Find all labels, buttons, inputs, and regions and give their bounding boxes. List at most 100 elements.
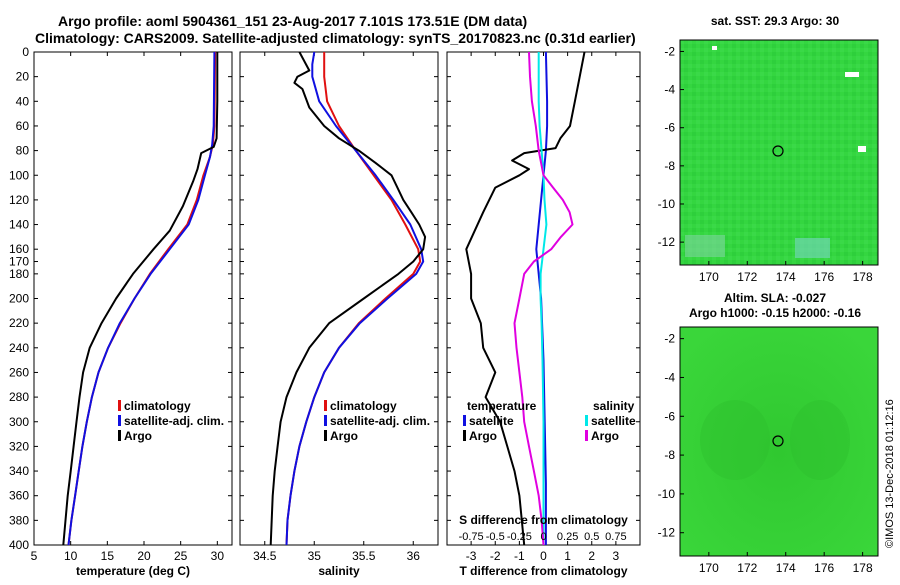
legend-label: climatology bbox=[124, 399, 191, 413]
sst-map-lon-tick-label: 172 bbox=[737, 270, 757, 284]
legend-swatch bbox=[118, 415, 121, 426]
legend-label: Argo bbox=[591, 429, 619, 443]
salinity-diff-tick-label: -0.5 bbox=[486, 531, 505, 543]
temperature-series-satellite-adj-clim- bbox=[67, 51, 216, 546]
temperature-x-tick-label: 5 bbox=[31, 549, 38, 563]
temperature-series-argo bbox=[62, 52, 219, 546]
salinity-plot-frame bbox=[239, 51, 439, 546]
depth-tick-label: 340 bbox=[9, 464, 29, 478]
depth-tick-label: 280 bbox=[9, 390, 29, 404]
differences-series-salinity-argo bbox=[513, 51, 574, 546]
temperature-x-axis-label: temperature (deg C) bbox=[76, 564, 190, 578]
depth-tick-label: 260 bbox=[9, 365, 29, 379]
salinity-diff-axis-label: S difference from climatology bbox=[459, 513, 628, 527]
sla-map-frame bbox=[679, 326, 879, 557]
legend-label: satellite bbox=[469, 414, 514, 428]
sst-missing-pixel bbox=[845, 72, 859, 77]
sla-map-lon-tick-label: 172 bbox=[737, 561, 757, 575]
legend-label: satellite-adj. clim. bbox=[124, 414, 224, 428]
sst-map-lat-tick-label: -12 bbox=[658, 235, 676, 249]
sst-map-lat-tick-label: -8 bbox=[664, 159, 675, 173]
sst-map-lon-tick-label: 176 bbox=[814, 270, 834, 284]
depth-tick-label: 400 bbox=[9, 538, 29, 552]
salinity-x-tick-label: 35 bbox=[308, 549, 322, 563]
depth-tick-label: 20 bbox=[16, 70, 30, 84]
legend-label: climatology bbox=[330, 399, 397, 413]
sst-map-lon-tick-label: 178 bbox=[853, 270, 873, 284]
sst-cool-patch bbox=[795, 238, 830, 258]
sst-map-frame bbox=[679, 39, 879, 266]
sst-missing-pixel bbox=[712, 46, 717, 50]
sla-map-lon-tick-label: 174 bbox=[776, 561, 796, 575]
sst-map-lat-tick-label: -2 bbox=[664, 44, 675, 58]
legend-swatch bbox=[118, 400, 121, 411]
legend-label: satellite-adj. clim. bbox=[330, 414, 430, 428]
temperature-x-tick-label: 15 bbox=[101, 549, 115, 563]
sst-missing-pixel bbox=[858, 146, 866, 152]
legend-swatch bbox=[585, 430, 588, 441]
salinity-x-tick-label: 34.5 bbox=[253, 549, 277, 563]
sla-argo-marker bbox=[772, 435, 784, 447]
salinity-diff-tick-label: 0.25 bbox=[557, 531, 578, 543]
temperature-x-tick-label: 10 bbox=[64, 549, 78, 563]
differences-series-temperature-argo bbox=[465, 51, 586, 546]
legend-label: Argo bbox=[330, 429, 358, 443]
differences-x-tick-label: -1 bbox=[514, 549, 525, 563]
salinity-series-satellite-adj-clim- bbox=[285, 51, 425, 546]
depth-tick-label: 60 bbox=[16, 119, 30, 133]
temperature-x-tick-label: 20 bbox=[137, 549, 151, 563]
depth-tick-label: 240 bbox=[9, 341, 29, 355]
differences-series-salinity-satellite bbox=[537, 52, 548, 545]
salinity-x-axis-label: salinity bbox=[318, 564, 360, 578]
salinity-diff-tick-label: -0.75 bbox=[459, 531, 484, 543]
sla-map-lat-tick-label: -6 bbox=[664, 409, 675, 423]
salinity-diff-tick-label: 0.5 bbox=[584, 531, 599, 543]
temperature-x-tick-label: 30 bbox=[211, 549, 225, 563]
figure-title-line2: Climatology: CARS2009. Satellite-adjuste… bbox=[35, 30, 636, 46]
differences-x-tick-label: 2 bbox=[588, 549, 595, 563]
depth-tick-label: 380 bbox=[9, 513, 29, 527]
sla-map-field bbox=[680, 327, 878, 556]
depth-tick-label: 170 bbox=[9, 255, 29, 269]
legend-swatch bbox=[324, 415, 327, 426]
salinity-diff-tick-label: 0 bbox=[540, 531, 546, 543]
sst-argo-marker bbox=[772, 145, 784, 157]
figure-title-line1: Argo profile: aoml 5904361_151 23-Aug-20… bbox=[58, 13, 527, 29]
differences-series-temperature-satellite bbox=[535, 51, 549, 545]
legend-swatch bbox=[463, 415, 466, 426]
salinity-panel: 34.5 35 35.5 36 salinity climatologysatellite… bbox=[239, 51, 439, 578]
legend-swatch bbox=[463, 430, 466, 441]
differences-x-tick-label: 0 bbox=[540, 549, 547, 563]
depth-tick-label: 200 bbox=[9, 292, 29, 306]
temperature-x-tick-label: 25 bbox=[174, 549, 188, 563]
sla-map-lat-tick-label: -4 bbox=[664, 370, 675, 384]
depth-tick-label: 80 bbox=[16, 144, 30, 158]
sst-map-lat-tick-label: -10 bbox=[658, 197, 676, 211]
sla-map-lon-tick-label: 176 bbox=[814, 561, 834, 575]
sst-map-lat-tick-label: -4 bbox=[664, 83, 675, 97]
legend-title-temperature: temperature bbox=[467, 399, 537, 413]
sla-map-title-line1: Altim. SLA: -0.027 bbox=[724, 291, 826, 305]
depth-tick-label: 360 bbox=[9, 489, 29, 503]
differences-panel: -3 -2 -1 0 1 2 3T difference from climatology t… bbox=[446, 51, 641, 578]
sla-map-lon-tick-label: 170 bbox=[699, 561, 719, 575]
sla-map-lat-tick-label: -8 bbox=[664, 448, 675, 462]
sst-map-field bbox=[680, 40, 878, 265]
depth-tick-label: 120 bbox=[9, 193, 29, 207]
legend-label: satellite bbox=[591, 414, 636, 428]
footer-credit: ©IMOS 13-Dec-2018 01:12:16 bbox=[884, 399, 896, 548]
depth-tick-label: 100 bbox=[9, 168, 29, 182]
sst-map-lon-tick-label: 170 bbox=[699, 270, 719, 284]
differences-x-tick-label: -2 bbox=[490, 549, 501, 563]
legend-swatch bbox=[585, 415, 588, 426]
differences-x-tick-label: 1 bbox=[564, 549, 571, 563]
sst-map-panel: sat. SST: 29.3 Argo: 30 170 172 174 176 178 -… bbox=[658, 14, 879, 284]
sst-map-lon-tick-label: 174 bbox=[776, 270, 796, 284]
sst-cool-patch bbox=[685, 235, 725, 257]
differences-x-tick-label: 3 bbox=[613, 549, 620, 563]
depth-tick-label: 160 bbox=[9, 242, 29, 256]
legend-swatch bbox=[324, 400, 327, 411]
sla-low-region bbox=[700, 400, 770, 480]
